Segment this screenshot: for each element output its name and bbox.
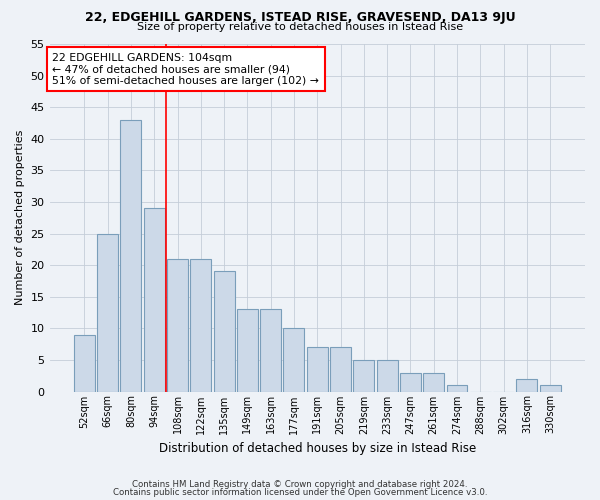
Bar [353, 360, 374, 392]
Text: Contains HM Land Registry data © Crown copyright and database right 2024.: Contains HM Land Registry data © Crown c… [132, 480, 468, 489]
Text: 22, EDGEHILL GARDENS, ISTEAD RISE, GRAVESEND, DA13 9JU: 22, EDGEHILL GARDENS, ISTEAD RISE, GRAVE… [85, 11, 515, 24]
Bar [446, 385, 467, 392]
Text: Size of property relative to detached houses in Istead Rise: Size of property relative to detached ho… [137, 22, 463, 32]
Bar [539, 385, 560, 392]
Bar [97, 234, 118, 392]
Bar [167, 259, 188, 392]
Bar [144, 208, 165, 392]
Bar [307, 348, 328, 392]
Bar [283, 328, 304, 392]
X-axis label: Distribution of detached houses by size in Istead Rise: Distribution of detached houses by size … [158, 442, 476, 455]
Bar [517, 379, 538, 392]
Bar [214, 272, 235, 392]
Bar [74, 334, 95, 392]
Bar [237, 310, 258, 392]
Bar [400, 372, 421, 392]
Text: Contains public sector information licensed under the Open Government Licence v3: Contains public sector information licen… [113, 488, 487, 497]
Text: 22 EDGEHILL GARDENS: 104sqm
← 47% of detached houses are smaller (94)
51% of sem: 22 EDGEHILL GARDENS: 104sqm ← 47% of det… [52, 52, 319, 86]
Y-axis label: Number of detached properties: Number of detached properties [15, 130, 25, 306]
Bar [190, 259, 211, 392]
Bar [260, 310, 281, 392]
Bar [423, 372, 444, 392]
Bar [121, 120, 142, 392]
Bar [377, 360, 398, 392]
Bar [330, 348, 351, 392]
